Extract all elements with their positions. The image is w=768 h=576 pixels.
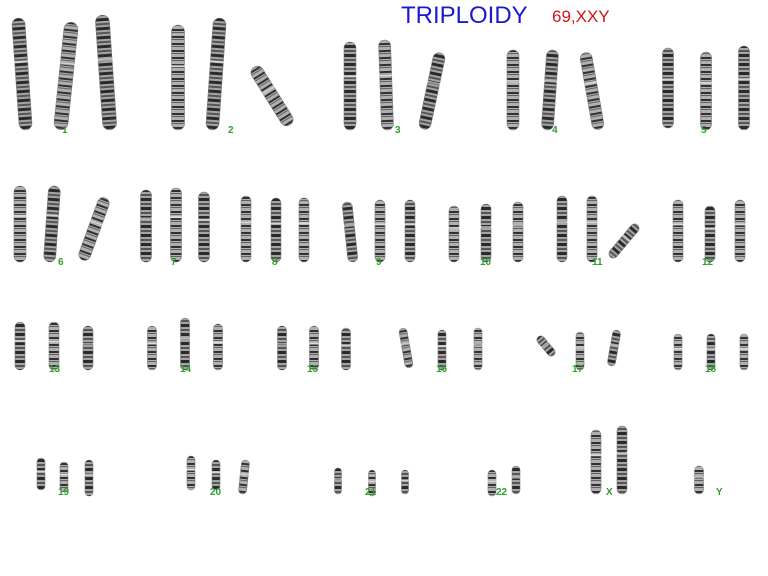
chromosome-label-17: 17 [572, 364, 584, 375]
chromosome-shape [511, 465, 521, 495]
chromosome-shape [36, 457, 46, 491]
chromosome-shape [700, 51, 712, 131]
chromosome-label-8: 8 [272, 257, 278, 268]
figure-title: TRIPLOIDY [401, 2, 528, 29]
chromosome-shape [672, 199, 684, 263]
chromosome-label-18: 18 [705, 364, 717, 375]
chromosome-shape [401, 469, 409, 495]
chromosome-shape [48, 321, 60, 371]
chromosome-shape [512, 201, 524, 263]
chromosome-shape [198, 191, 210, 263]
chromosome-shape [704, 205, 716, 263]
chromosome-shape [739, 333, 749, 371]
chromosome-shape [368, 469, 376, 497]
chromosome-shape [590, 429, 602, 495]
chromosome-shape [95, 14, 117, 131]
chromosome-shape [342, 201, 358, 263]
chromosome-label-12: 12 [702, 257, 714, 268]
chromosome-shape [82, 325, 94, 371]
chromosome-shape [11, 17, 33, 131]
chromosome-shape [738, 45, 750, 131]
chromosome-shape [298, 197, 310, 263]
chromosome-shape [473, 327, 483, 371]
chromosome-label-3: 3 [395, 125, 401, 136]
karyotype-notation: 69,XXY [552, 7, 610, 26]
chromosome-shape [556, 195, 568, 263]
chromosome-label-16: 16 [436, 364, 448, 375]
chromosome-shape [694, 465, 704, 495]
chromosome-shape [541, 49, 559, 131]
chromosome-shape [270, 197, 282, 263]
chromosome-shape [171, 24, 185, 131]
chromosome-shape [734, 199, 746, 263]
chromosome-label-9: 9 [376, 257, 382, 268]
chromosome-shape [53, 21, 79, 131]
chromosome-shape [309, 325, 319, 371]
chromosome-shape [586, 195, 598, 263]
chromosome-label-14: 14 [180, 364, 192, 375]
chromosome-label-x: X [606, 487, 613, 498]
chromosome-shape [334, 467, 342, 495]
chromosome-shape [374, 199, 386, 263]
chromosome-label-19: 19 [58, 487, 70, 498]
chromosome-shape [378, 39, 394, 131]
chromosome-label-11: 11 [592, 257, 603, 268]
chromosome-shape [662, 47, 674, 129]
chromosome-shape [607, 329, 621, 367]
chromosome-shape [487, 469, 497, 497]
chromosome-shape [404, 199, 416, 263]
chromosome-label-4: 4 [552, 125, 558, 136]
chromosome-shape [673, 333, 683, 371]
chromosome-label-6: 6 [58, 257, 64, 268]
chromosome-shape [186, 455, 196, 491]
chromosome-shape [211, 459, 221, 491]
chromosome-shape [616, 425, 628, 495]
chromosome-label-22: 22 [496, 487, 508, 498]
chromosome-shape [398, 327, 414, 369]
chromosome-shape [343, 41, 357, 131]
chromosome-shape [14, 321, 26, 371]
chromosome-shape [240, 195, 252, 263]
chromosome-shape [140, 189, 152, 263]
chromosome-shape [506, 49, 520, 131]
chromosome-label-21: 21 [365, 487, 377, 498]
chromosome-label-2: 2 [228, 125, 234, 136]
chromosome-shape [575, 331, 585, 371]
chromosome-shape [536, 335, 556, 357]
chromosome-shape [43, 185, 61, 263]
chromosome-label-10: 10 [480, 257, 492, 268]
chromosome-shape [608, 223, 640, 259]
chromosome-shape [59, 461, 69, 493]
chromosome-shape [250, 65, 294, 127]
chromosome-label-5: 5 [701, 125, 707, 136]
chromosome-shape [147, 325, 157, 371]
chromosome-label-13: 13 [49, 364, 61, 375]
chromosome-shape [213, 323, 223, 371]
chromosome-shape [437, 329, 447, 371]
chromosome-label-1: 1 [62, 125, 68, 136]
chromosome-shape [84, 459, 94, 497]
chromosome-shape [480, 203, 492, 263]
chromosome-shape [579, 52, 605, 130]
chromosome-label-y: Y [716, 487, 723, 498]
chromosome-shape [170, 187, 182, 263]
chromosome-shape [341, 327, 351, 371]
chromosome-shape [13, 185, 27, 263]
chromosome-shape [205, 17, 227, 131]
chromosome-label-15: 15 [307, 364, 319, 375]
chromosome-label-7: 7 [171, 257, 177, 268]
chromosome-shape [277, 325, 287, 371]
chromosome-shape [238, 459, 250, 495]
chromosome-shape [706, 333, 716, 371]
chromosome-label-20: 20 [210, 487, 222, 498]
chromosome-shape [448, 205, 460, 263]
chromosome-shape [418, 52, 446, 130]
chromosome-shape [78, 197, 110, 261]
chromosome-shape [180, 317, 190, 371]
